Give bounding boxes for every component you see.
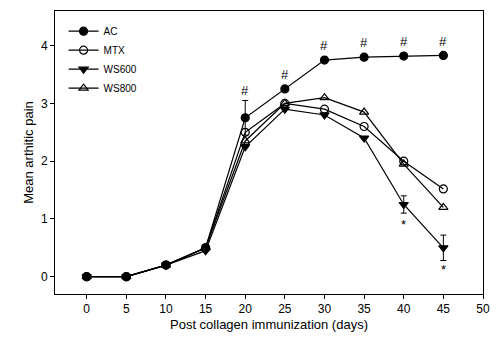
svg-text:WS600: WS600 (104, 64, 137, 75)
svg-text:35: 35 (357, 302, 371, 316)
svg-text:#: # (360, 35, 368, 50)
svg-text:50: 50 (476, 302, 490, 316)
svg-text:*: * (401, 217, 406, 232)
svg-text:#: # (281, 67, 289, 82)
svg-text:Mean arthitic pain: Mean arthitic pain (21, 101, 36, 204)
svg-text:15: 15 (199, 302, 213, 316)
svg-text:3: 3 (41, 97, 48, 111)
svg-text:5: 5 (123, 302, 130, 316)
svg-text:20: 20 (239, 302, 253, 316)
svg-text:Post collagen immunization (da: Post collagen immunization (days) (170, 317, 368, 332)
svg-text:4: 4 (41, 39, 48, 53)
svg-text:30: 30 (318, 302, 332, 316)
svg-text:AC: AC (104, 26, 118, 37)
svg-text:1: 1 (41, 212, 48, 226)
svg-text:#: # (241, 83, 249, 98)
svg-text:2: 2 (41, 154, 48, 168)
svg-text:WS800: WS800 (104, 83, 137, 94)
svg-text:45: 45 (437, 302, 451, 316)
svg-text:MTX: MTX (104, 45, 125, 56)
svg-text:0: 0 (41, 270, 48, 284)
svg-text:10: 10 (159, 302, 173, 316)
svg-text:#: # (439, 34, 447, 49)
svg-text:40: 40 (397, 302, 411, 316)
svg-text:25: 25 (278, 302, 292, 316)
svg-text:*: * (441, 262, 446, 277)
svg-text:#: # (400, 34, 408, 49)
svg-text:0: 0 (83, 302, 90, 316)
svg-text:#: # (320, 38, 328, 53)
